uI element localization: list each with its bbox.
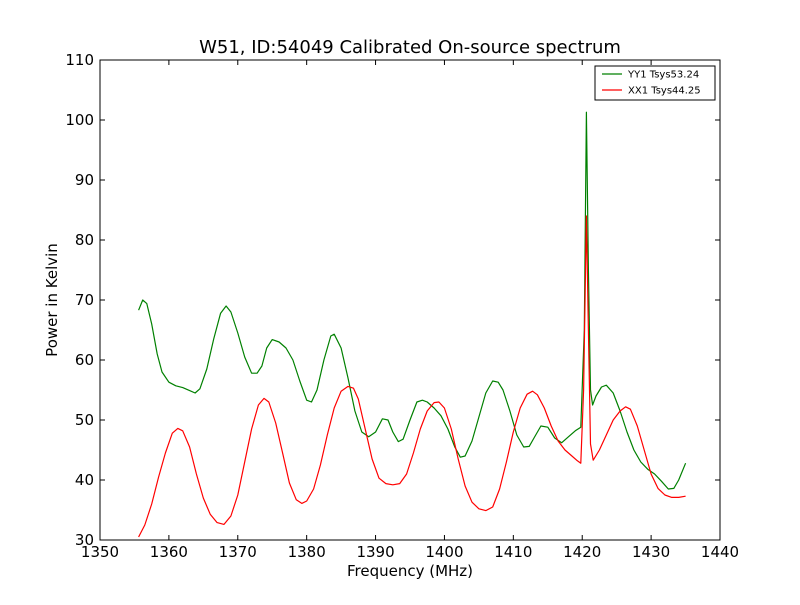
x-tick-label: 1370: [219, 543, 257, 561]
y-tick-label: 40: [75, 471, 94, 489]
legend-label-xx1: XX1 Tsys44.25: [628, 86, 701, 97]
series-line-yy1: [138, 111, 687, 490]
x-tick-label: 1420: [563, 543, 601, 561]
legend-box: [594, 65, 716, 101]
ticks-layer: 1350 1360 1370 1380 1390 1400 1410 1420 1430 1440…: [65, 51, 739, 561]
y-tick-label: 70: [75, 291, 94, 309]
series-layer: [138, 111, 687, 538]
y-tick-label: 90: [75, 171, 94, 189]
y-tick-label: 110: [65, 51, 94, 69]
y-tick-label: 30: [75, 531, 94, 549]
x-tick-label: 1440: [701, 543, 739, 561]
x-tick-label: 1360: [150, 543, 188, 561]
x-axis-label: Frequency (MHz): [347, 562, 473, 580]
legend-label-yy1: YY1 Tsys53.24: [627, 70, 699, 81]
y-tick-label: 80: [75, 231, 94, 249]
y-tick-label: 50: [75, 411, 94, 429]
x-tick-label: 1390: [356, 543, 394, 561]
x-tick-label: 1410: [494, 543, 532, 561]
x-tick-label: 1380: [288, 543, 326, 561]
x-tick-label: 1400: [425, 543, 463, 561]
chart-title: W51, ID:54049 Calibrated On-source spect…: [199, 37, 621, 58]
legend: YY1 Tsys53.24 XX1 Tsys44.25: [594, 65, 716, 101]
x-tick-label: 1350: [81, 543, 119, 561]
series-line-xx1: [138, 215, 686, 538]
y-tick-label: 100: [65, 111, 94, 129]
y-axis-label: Power in Kelvin: [43, 243, 61, 357]
x-tick-label: 1430: [632, 543, 670, 561]
y-tick-label: 60: [75, 351, 94, 369]
